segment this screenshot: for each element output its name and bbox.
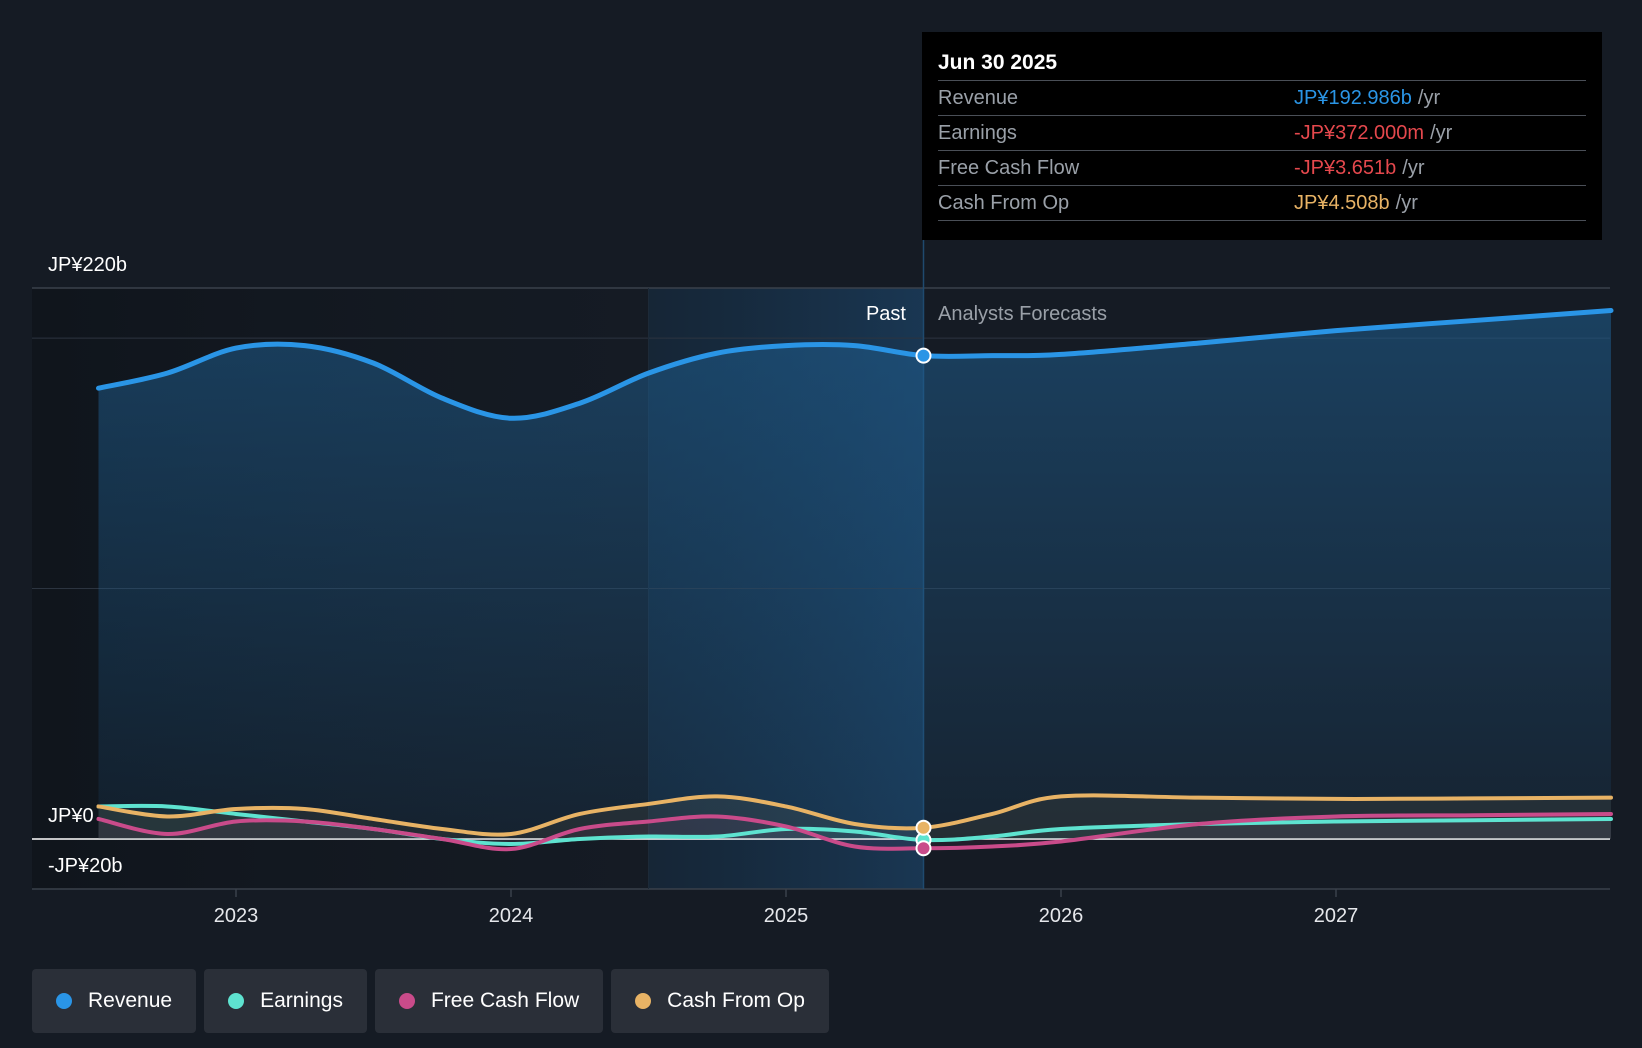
x-tick-label: 2026 bbox=[1039, 905, 1084, 927]
legend-label: Revenue bbox=[88, 989, 173, 1012]
legend: Revenue Earnings Free Cash Flow Cash Fro… bbox=[32, 969, 829, 1033]
tooltip-value: JP¥4.508b bbox=[1294, 192, 1390, 214]
x-tick-label: 2024 bbox=[489, 905, 534, 927]
tooltip-value: JP¥192.986b bbox=[1294, 87, 1412, 109]
series-area bbox=[98, 805, 1611, 845]
past-label: Past bbox=[866, 303, 906, 325]
fcf-dot-icon bbox=[398, 993, 415, 1009]
tooltip-name: Earnings bbox=[938, 122, 1017, 144]
earnings-dot-icon bbox=[228, 993, 245, 1009]
tooltip-name: Cash From Op bbox=[938, 192, 1070, 214]
revenue-dot-icon bbox=[56, 993, 72, 1009]
tooltip-name: Revenue bbox=[938, 87, 1019, 109]
tooltip-value: -JP¥3.651b bbox=[1294, 157, 1397, 179]
revenue-earnings-chart: JP¥220b JP¥0 -JP¥20b Past Analysts Forec… bbox=[32, 240, 1614, 927]
tooltip-name: Free Cash Flow bbox=[938, 157, 1080, 179]
y-label-top: JP¥220b bbox=[48, 254, 127, 276]
series-line-revenue bbox=[96, 308, 1614, 421]
highlight-point bbox=[915, 347, 932, 364]
legend-fcf-button[interactable]: Free Cash Flow bbox=[374, 969, 604, 1033]
legend-label: Free Cash Flow bbox=[430, 989, 580, 1012]
highlight-point bbox=[915, 840, 932, 857]
forecast-label: Analysts Forecasts bbox=[938, 303, 1107, 325]
series-line-cash-from-op bbox=[96, 793, 1613, 837]
tooltip-row-cfo: Cash From Op JP¥4.508b /yr bbox=[938, 186, 1586, 221]
cfo-dot-icon bbox=[635, 993, 652, 1009]
tooltip-unit: /yr bbox=[1395, 192, 1418, 214]
legend-label: Earnings bbox=[260, 989, 343, 1012]
tooltip-unit: /yr bbox=[1417, 87, 1441, 109]
tooltip-date: Jun 30 2025 bbox=[938, 46, 1586, 81]
legend-revenue-button[interactable]: Revenue bbox=[32, 969, 197, 1033]
legend-label: Cash From Op bbox=[667, 989, 805, 1012]
highlight-point bbox=[915, 819, 932, 836]
tooltip-row-revenue: Revenue JP¥192.986b /yr bbox=[938, 81, 1586, 116]
series-line-free-cash-flow bbox=[96, 811, 1613, 852]
series-area bbox=[98, 795, 1611, 839]
x-tick-label: 2025 bbox=[764, 905, 809, 927]
y-label-zero: JP¥0 bbox=[48, 805, 94, 827]
legend-cfo-button[interactable]: Cash From Op bbox=[611, 969, 829, 1033]
tooltip-row-fcf: Free Cash Flow -JP¥3.651b /yr bbox=[938, 151, 1586, 186]
tooltip-value: -JP¥372.000m bbox=[1294, 122, 1425, 144]
y-label-bottom: -JP¥20b bbox=[48, 855, 123, 877]
tooltip: Jun 30 2025 Revenue JP¥192.986b /yr Earn… bbox=[922, 32, 1602, 240]
tooltip-unit: /yr bbox=[1402, 157, 1425, 179]
x-tick-label: 2023 bbox=[214, 905, 259, 927]
legend-earnings-button[interactable]: Earnings bbox=[204, 969, 367, 1033]
revenue-area bbox=[98, 310, 1611, 840]
tooltip-row-earnings: Earnings -JP¥372.000m /yr bbox=[938, 116, 1586, 151]
tooltip-unit: /yr bbox=[1430, 122, 1453, 144]
x-tick-label: 2027 bbox=[1314, 905, 1359, 927]
